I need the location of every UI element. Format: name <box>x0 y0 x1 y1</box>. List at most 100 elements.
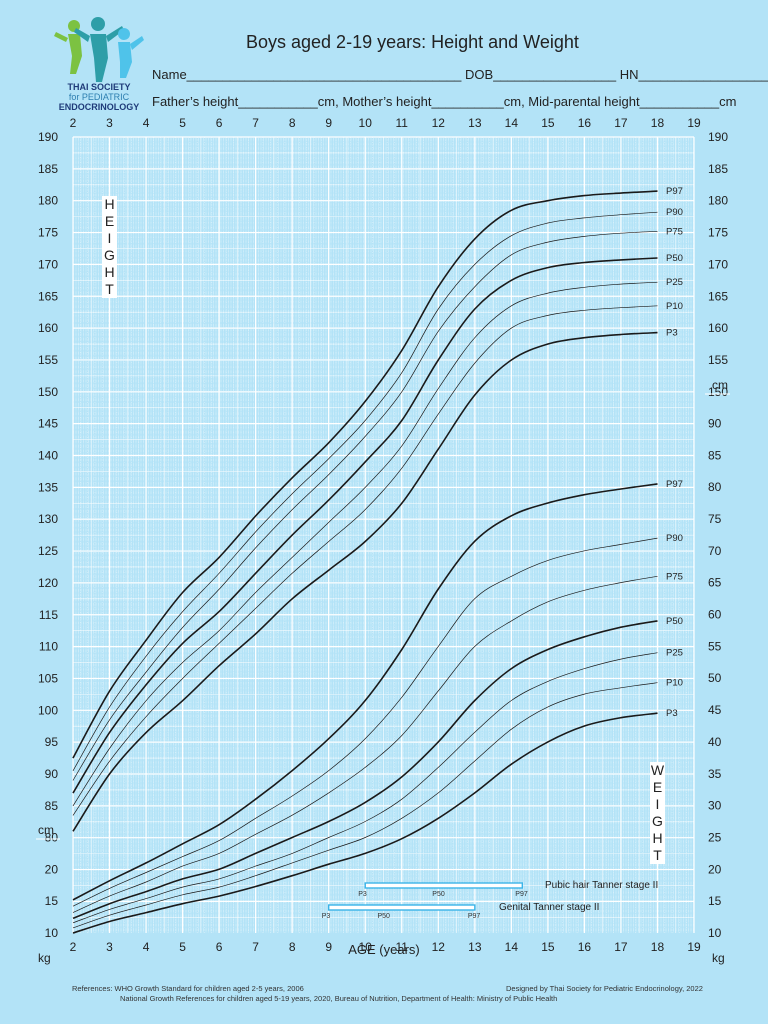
x-axis-label: AGE (years) <box>348 942 420 957</box>
tanner-p97-0: P97 <box>515 891 528 898</box>
height-tick-left: 115 <box>39 608 58 622</box>
height-tick-right: 175 <box>708 226 728 240</box>
height-unit-left: cm <box>38 823 54 837</box>
tanner-p50-1: P50 <box>378 913 391 920</box>
height-tick-left: 160 <box>38 321 58 335</box>
reference-line-1: References: WHO Growth Standard for chil… <box>72 984 304 993</box>
height-letter-3: G <box>104 247 115 263</box>
height-unit-right: cm <box>712 378 728 392</box>
x-tick-bottom: 6 <box>216 940 223 954</box>
height-tick-left: 85 <box>45 799 59 813</box>
logo-line-1: THAI SOCIETY <box>67 82 131 92</box>
height-tick-right: 165 <box>708 289 728 303</box>
tanner-bar-0 <box>364 882 524 889</box>
x-tick-top: 13 <box>468 116 482 130</box>
x-tick-top: 16 <box>578 116 592 130</box>
height-label-p50: P50 <box>666 253 683 264</box>
height-letter-1: E <box>104 213 115 229</box>
weight-line-p75 <box>72 575 658 913</box>
tanner-label-0: Pubic hair Tanner stage II <box>545 880 658 891</box>
weight-unit-right: kg <box>712 951 725 965</box>
weight-tick-left: 20 <box>45 862 59 876</box>
height-tick-left: 175 <box>38 226 58 240</box>
height-tick-right: 155 <box>708 353 728 367</box>
height-letter-2: I <box>107 230 112 246</box>
reference-line-2: National Growth References for children … <box>120 994 558 1003</box>
x-tick-top: 18 <box>651 116 665 130</box>
height-line-p25 <box>72 281 658 807</box>
tanner-p3-1: P3 <box>322 913 331 920</box>
logo-text: THAI SOCIETY for PEDIATRIC ENDOCRINOLOGY <box>54 82 144 112</box>
height-line-p50 <box>72 257 658 794</box>
weight-letter-4: H <box>652 830 663 846</box>
height-tick-right: 170 <box>708 257 728 271</box>
x-tick-top: 12 <box>432 116 446 130</box>
weight-unit-left: kg <box>38 951 51 965</box>
x-tick-bottom: 10 <box>359 940 373 954</box>
weight-tick-right: 35 <box>708 767 722 781</box>
weight-tick-right: 30 <box>708 799 722 813</box>
x-tick-bottom: 15 <box>541 940 555 954</box>
height-line-p75 <box>72 230 658 781</box>
weight-letter-0: W <box>650 762 665 778</box>
x-tick-top: 15 <box>541 116 555 130</box>
height-tick-right: 150 <box>708 385 728 399</box>
height-tick-left: 105 <box>38 671 58 685</box>
height-tick-left: 185 <box>38 162 58 176</box>
weight-line-p3 <box>72 712 658 934</box>
weight-line-p25 <box>72 652 658 924</box>
height-tick-left: 145 <box>38 417 58 431</box>
height-tick-left: 135 <box>38 480 58 494</box>
x-tick-bottom: 4 <box>143 940 150 954</box>
height-line-p10 <box>72 305 658 816</box>
height-letter-0: H <box>104 196 115 212</box>
weight-tick-right: 10 <box>708 926 722 940</box>
height-tick-left: 155 <box>38 353 58 367</box>
weight-tick-left: 10 <box>45 926 59 940</box>
x-tick-bottom: 13 <box>468 940 482 954</box>
weight-tick-right: 50 <box>708 671 722 685</box>
society-logo <box>46 14 146 114</box>
weight-tick-right: 15 <box>708 894 722 908</box>
height-label-p25: P25 <box>666 277 683 288</box>
x-tick-top: 19 <box>687 116 701 130</box>
x-tick-bottom: 3 <box>106 940 113 954</box>
x-tick-bottom: 16 <box>578 940 592 954</box>
weight-label-p90: P90 <box>666 533 683 544</box>
weight-tick-right: 85 <box>708 448 722 462</box>
height-tick-left: 120 <box>38 576 58 590</box>
x-tick-top: 14 <box>505 116 519 130</box>
weight-tick-right: 60 <box>708 608 722 622</box>
x-tick-bottom: 7 <box>252 940 259 954</box>
weight-tick-right: 40 <box>708 735 722 749</box>
height-tick-left: 150 <box>38 385 58 399</box>
weight-label-p97: P97 <box>666 479 683 490</box>
x-tick-top: 11 <box>396 116 409 130</box>
height-line-p90 <box>72 211 658 771</box>
height-letter-4: H <box>104 264 115 280</box>
x-tick-top: 4 <box>143 116 150 130</box>
tanner-label-1: Genital Tanner stage II <box>499 902 599 913</box>
weight-tick-right: 65 <box>708 576 722 590</box>
height-letter-5: T <box>105 281 114 297</box>
x-tick-bottom: 17 <box>614 940 628 954</box>
height-line-p97 <box>72 190 658 759</box>
weight-tick-right: 55 <box>708 639 722 653</box>
height-label-p75: P75 <box>666 226 683 237</box>
jumping-children-icon <box>54 17 144 82</box>
weight-line-p10 <box>72 682 658 929</box>
x-tick-top: 7 <box>252 116 259 130</box>
x-tick-top: 5 <box>179 116 186 130</box>
weight-label-p10: P10 <box>666 678 683 689</box>
weight-label-p50: P50 <box>666 616 683 627</box>
height-label-p90: P90 <box>666 207 683 218</box>
x-tick-bottom: 19 <box>687 940 701 954</box>
height-tick-left: 110 <box>39 640 58 654</box>
height-tick-left: 190 <box>38 130 58 144</box>
height-tick-right: 185 <box>708 162 728 176</box>
logo-line-2: for PEDIATRIC <box>68 92 130 102</box>
designed-by: Designed by Thai Society for Pediatric E… <box>506 984 703 993</box>
weight-tick-right: 45 <box>708 703 722 717</box>
